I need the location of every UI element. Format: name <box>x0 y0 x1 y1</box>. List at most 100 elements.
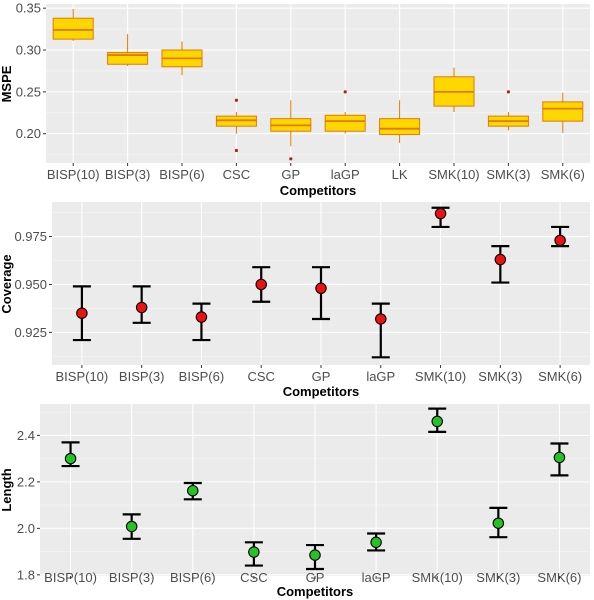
coverage-panel: 0.925 0.950 0.975 BISP(10) BISP(3) BISP(6) CS… <box>0 202 590 399</box>
data-point <box>431 206 450 229</box>
coverage-y-axis-label: Coverage <box>0 254 14 313</box>
mspe-y-tick-label: 0.20 <box>16 126 41 141</box>
data-point <box>312 266 330 321</box>
mspe-y-tick-label: 0.35 <box>16 1 41 16</box>
coverage-x-tick-label: SMK(10) <box>415 369 466 384</box>
mspe-boxes <box>52 9 584 161</box>
box-outlier <box>234 98 238 102</box>
box <box>270 100 312 161</box>
coverage-x-ticks: BISP(10) BISP(3) BISP(6) CSC GP laGP SMK(10) SM… <box>56 365 582 384</box>
point-marker <box>248 546 260 558</box>
coverage-x-tick-label: SMK(3) <box>478 369 522 384</box>
length-x-tick-label: BISP(3) <box>109 570 155 585</box>
box <box>52 9 94 41</box>
mspe-x-tick-label: laGP <box>331 167 360 182</box>
point-marker <box>309 549 321 561</box>
coverage-y-tick-label: 0.925 <box>14 325 47 340</box>
coverage-points <box>72 206 570 359</box>
point-marker <box>375 313 387 325</box>
coverage-x-tick-label: BISP(10) <box>56 369 109 384</box>
coverage-x-tick-label: laGP <box>366 369 395 384</box>
length-x-tick-label: BISP(10) <box>44 570 97 585</box>
data-point <box>306 543 324 571</box>
length-y-tick-label: 2.2 <box>17 474 35 489</box>
box <box>215 98 257 153</box>
box-body <box>107 52 149 65</box>
length-x-tick-label: SMK(6) <box>537 570 581 585</box>
box-body <box>324 114 366 132</box>
data-point <box>252 266 271 303</box>
mspe-x-ticks: BISP(10) BISP(3) BISP(6) CSC GP laGP LK SMK(10)… <box>47 163 585 182</box>
data-point <box>61 441 80 468</box>
box-body <box>52 17 94 40</box>
box <box>542 92 584 133</box>
point-marker <box>492 517 505 529</box>
coverage-x-tick-label: CSC <box>247 369 274 384</box>
mspe-x-tick-label: CSC <box>223 167 250 182</box>
point-marker <box>431 415 443 428</box>
point-marker <box>554 234 566 247</box>
point-marker <box>76 307 88 319</box>
mspe-x-tick-label: LK <box>392 167 408 182</box>
point-marker <box>64 452 77 465</box>
box <box>379 100 421 143</box>
box <box>107 34 149 66</box>
mspe-y-tick-label: 0.25 <box>16 84 41 99</box>
box-body <box>542 101 584 122</box>
length-x-ticks: BISP(10) BISP(3) BISP(6) CSC GP laGP SMK(10) SM… <box>44 570 581 585</box>
length-y-tick-label: 1.8 <box>17 567 35 582</box>
length-x-tick-label: laGP <box>362 570 391 585</box>
box-outlier <box>343 90 347 94</box>
length-y-axis-label: Length <box>0 468 14 511</box>
length-y-tick-label: 2.4 <box>17 428 35 443</box>
length-x-axis-label: Competitors <box>277 584 354 599</box>
length-x-tick-label: GP <box>306 570 325 585</box>
mspe-x-tick-label: BISP(10) <box>47 167 100 182</box>
point-marker <box>370 536 382 549</box>
box <box>433 67 475 112</box>
box <box>161 41 203 76</box>
box-outlier <box>289 157 293 161</box>
data-point <box>489 506 508 539</box>
data-point <box>367 532 386 552</box>
data-point <box>551 225 570 248</box>
mspe-x-tick-label: GP <box>281 167 300 182</box>
point-marker <box>135 301 148 314</box>
coverage-x-axis-label: Competitors <box>283 384 360 399</box>
mspe-x-tick-label: SMK(10) <box>428 167 479 182</box>
length-gridlines <box>40 404 590 576</box>
mspe-panel: 0.20 0.25 0.30 0.35 BISP(10) BISP(3) BISP(6) C… <box>0 1 590 198</box>
box-outlier <box>234 148 238 153</box>
point-marker <box>553 451 566 464</box>
mspe-x-tick-label: BISP(3) <box>105 167 151 182</box>
point-marker <box>434 207 447 220</box>
coverage-y-tick-label: 0.975 <box>14 229 47 244</box>
mspe-x-axis-label: Competitors <box>280 183 357 198</box>
data-point <box>428 407 447 433</box>
mspe-x-tick-label: SMK(6) <box>541 167 585 182</box>
point-marker <box>494 253 507 266</box>
data-point <box>183 481 202 501</box>
point-marker <box>195 311 208 323</box>
length-x-tick-label: BISP(6) <box>170 570 216 585</box>
mspe-x-tick-label: SMK(3) <box>486 167 530 182</box>
length-x-tick-label: CSC <box>240 570 267 585</box>
length-panel: 1.8 2.0 2.2 2.4 BISP(10) BISP(3) BISP(6) CSC GP… <box>0 404 590 599</box>
point-marker <box>187 484 199 497</box>
coverage-y-ticks: 0.925 0.950 0.975 <box>14 229 52 340</box>
coverage-x-tick-label: GP <box>312 369 331 384</box>
coverage-x-tick-label: BISP(6) <box>179 369 225 384</box>
mspe-plot-background <box>46 4 590 163</box>
coverage-x-tick-label: SMK(6) <box>538 369 582 384</box>
length-y-ticks: 1.8 2.0 2.2 2.4 <box>17 428 40 582</box>
box-body <box>379 118 421 136</box>
box <box>487 90 529 131</box>
length-y-tick-label: 2.0 <box>17 521 35 536</box>
data-point <box>550 442 569 477</box>
data-point <box>491 245 510 284</box>
box <box>324 90 366 134</box>
mspe-y-ticks: 0.20 0.25 0.30 0.35 <box>16 1 46 141</box>
data-point <box>72 285 91 342</box>
length-x-tick-label: SMK(10) <box>412 570 463 585</box>
